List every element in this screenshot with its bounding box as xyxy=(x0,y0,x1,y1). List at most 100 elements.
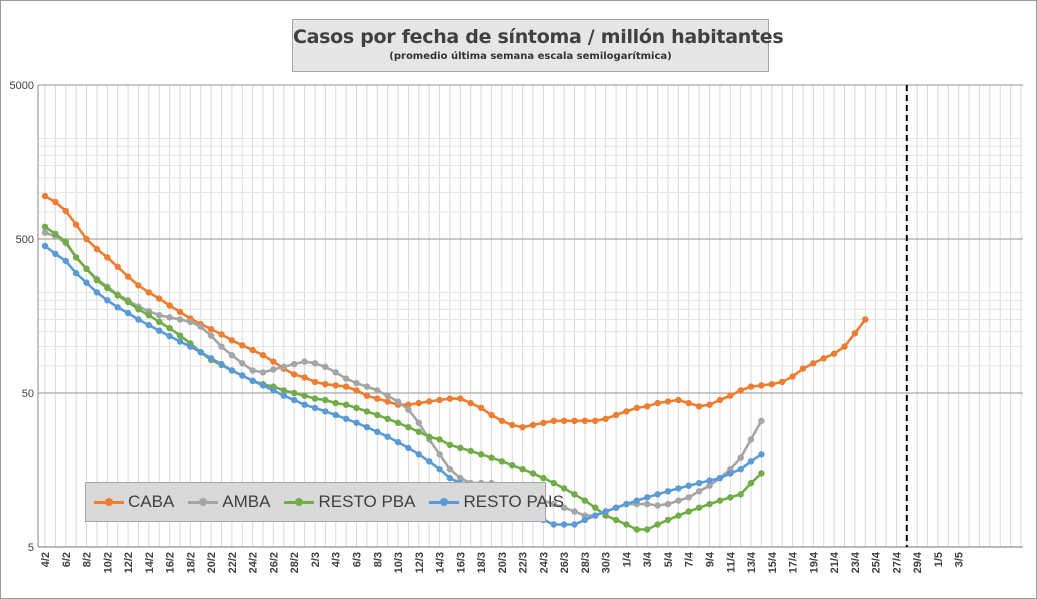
data-point-amba xyxy=(239,360,246,367)
data-point-resto-pais xyxy=(280,392,287,399)
data-point-resto-pba xyxy=(426,433,433,440)
data-point-resto-pais xyxy=(52,250,59,258)
data-point-amba xyxy=(41,229,49,236)
data-point-resto-pba xyxy=(758,470,765,477)
x-tick-label: 1/5 xyxy=(933,552,945,567)
data-point-caba xyxy=(706,401,713,408)
data-point-caba xyxy=(810,360,817,367)
data-point-resto-pba xyxy=(664,516,672,524)
data-point-resto-pais xyxy=(176,338,184,345)
data-point-resto-pba xyxy=(342,401,350,408)
data-point-resto-pba xyxy=(498,458,506,465)
data-point-resto-pba xyxy=(72,254,80,261)
data-point-amba xyxy=(374,387,381,394)
x-tick-label: 11/4 xyxy=(725,551,737,573)
data-point-caba xyxy=(789,373,796,380)
data-point-amba xyxy=(156,312,163,319)
legend-item-caba: CABA xyxy=(94,492,174,512)
legend-swatch-resto-pais xyxy=(429,495,460,509)
data-point-amba xyxy=(685,494,692,501)
data-point-amba xyxy=(218,343,225,350)
data-point-caba xyxy=(156,295,163,302)
data-point-caba xyxy=(249,346,256,354)
data-point-resto-pba xyxy=(280,387,287,394)
data-point-resto-pba xyxy=(394,419,402,426)
data-point-resto-pba xyxy=(488,454,495,461)
data-point-resto-pba xyxy=(571,491,578,498)
data-point-amba xyxy=(675,497,682,504)
data-point-caba xyxy=(436,396,443,404)
data-point-caba xyxy=(446,395,454,402)
data-point-resto-pais xyxy=(197,349,204,356)
data-point-caba xyxy=(374,395,381,402)
data-point-caba xyxy=(644,403,651,410)
x-tick-label: 1/4 xyxy=(621,551,633,567)
x-tick-label: 13/4 xyxy=(746,551,758,573)
data-point-resto-pba xyxy=(737,491,744,498)
data-point-resto-pais xyxy=(737,466,744,473)
data-point-caba xyxy=(332,382,339,389)
series-line-resto-pais xyxy=(44,244,763,526)
data-point-amba xyxy=(176,316,184,323)
data-point-resto-pba xyxy=(446,441,454,449)
data-point-resto-pba xyxy=(644,526,651,533)
data-point-resto-pais xyxy=(612,504,620,511)
data-point-resto-pais xyxy=(654,491,661,498)
data-point-caba xyxy=(270,358,277,365)
data-point-resto-pais xyxy=(104,297,111,304)
chart-legend: CABA AMBA RESTO PBA RESTO PAIS xyxy=(85,482,564,522)
data-point-resto-pba xyxy=(83,265,90,272)
data-point-amba xyxy=(446,466,454,473)
data-point-resto-pais xyxy=(322,408,329,415)
data-point-caba xyxy=(571,417,578,424)
x-tick-label: 12/2 xyxy=(123,552,135,573)
data-point-resto-pais xyxy=(259,382,267,389)
data-point-caba xyxy=(799,365,807,372)
x-tick-label: 23/4 xyxy=(850,551,862,573)
data-point-resto-pba xyxy=(685,508,692,515)
x-tick-label: 15/4 xyxy=(767,551,779,573)
data-point-amba xyxy=(550,500,557,508)
data-point-resto-pais xyxy=(270,387,277,394)
x-tick-label: 30/3 xyxy=(601,552,613,573)
data-point-resto-pba xyxy=(509,462,516,469)
legend-swatch-amba xyxy=(188,495,219,509)
data-point-amba xyxy=(747,436,755,443)
data-point-resto-pba xyxy=(654,521,661,528)
legend-label-caba: CABA xyxy=(128,492,175,511)
data-point-amba xyxy=(207,332,215,339)
data-point-caba xyxy=(342,383,350,390)
data-point-caba xyxy=(685,399,692,407)
data-point-amba xyxy=(457,474,464,482)
data-point-resto-pba xyxy=(467,447,474,455)
data-point-caba xyxy=(592,417,599,424)
x-tick-label: 10/2 xyxy=(102,552,114,573)
data-point-resto-pais xyxy=(62,257,69,265)
data-point-resto-pais xyxy=(311,404,319,412)
data-point-caba xyxy=(83,235,90,243)
data-point-resto-pba xyxy=(747,479,755,487)
x-tick-label: 26/3 xyxy=(559,552,571,573)
x-tick-label: 29/4 xyxy=(912,551,924,573)
data-point-resto-pba xyxy=(415,428,422,435)
legend-label-resto-pba: RESTO PBA xyxy=(318,492,416,511)
chart-subtitle: (promedio última semana escala semilogar… xyxy=(389,51,672,62)
x-tick-label: 17/4 xyxy=(788,551,800,573)
data-point-caba xyxy=(405,401,412,408)
data-point-resto-pba xyxy=(311,395,319,402)
data-point-amba xyxy=(384,392,391,399)
data-point-resto-pais xyxy=(405,444,412,452)
x-tick-label: 22/2 xyxy=(227,552,239,573)
data-point-resto-pba xyxy=(156,318,163,325)
x-tick-label: 16/2 xyxy=(165,552,177,573)
data-point-amba xyxy=(363,383,371,390)
data-point-resto-pais xyxy=(623,500,630,508)
data-point-resto-pais xyxy=(166,332,173,340)
data-point-caba xyxy=(353,387,360,394)
series-resto-pais xyxy=(41,242,765,528)
data-point-resto-pba xyxy=(145,312,152,319)
data-point-resto-pba xyxy=(166,324,173,332)
data-point-amba xyxy=(259,369,267,376)
data-point-caba xyxy=(207,325,215,333)
